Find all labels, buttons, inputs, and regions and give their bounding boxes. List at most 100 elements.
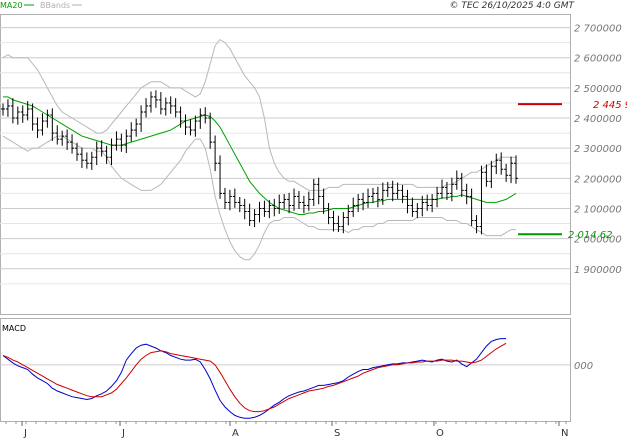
price-bar	[50, 108, 55, 141]
bollinger-bands	[2, 38, 516, 261]
price-bar	[494, 153, 499, 175]
price-bar	[267, 200, 272, 219]
price-bar	[311, 178, 316, 207]
price-bar	[395, 182, 400, 199]
price-bar	[430, 194, 435, 213]
month-tick-label: J	[121, 428, 125, 439]
price-bar	[252, 209, 257, 228]
price-bar	[282, 194, 287, 210]
month-tick-label: O	[436, 428, 444, 439]
price-panel-frame	[0, 14, 571, 315]
price-bar	[366, 188, 371, 208]
price-bar	[262, 200, 267, 217]
price-bar	[213, 135, 218, 172]
price-bar	[218, 155, 223, 199]
price-bar	[292, 188, 297, 211]
price-bar	[425, 194, 430, 211]
month-tick-label: N	[561, 428, 568, 439]
month-tick-label: J	[23, 428, 27, 439]
price-bar	[509, 156, 514, 184]
month-tick-label: S	[334, 428, 340, 439]
price-bar	[321, 188, 326, 214]
price-bar	[474, 215, 479, 234]
price-bar	[1, 103, 5, 116]
price-level-label: 2 445 9	[593, 100, 627, 111]
price-levels: 2 445 9 2 014 62	[518, 100, 627, 241]
price-bar	[104, 145, 109, 164]
price-bar	[35, 117, 40, 138]
price-bar	[504, 163, 509, 182]
price-level-label: 2 014 62	[568, 230, 613, 241]
price-bar	[188, 119, 193, 136]
price-bar	[356, 194, 361, 213]
price-bar	[129, 122, 134, 142]
price-bar	[405, 189, 410, 214]
macd-lines	[2, 338, 507, 419]
price-bar	[301, 195, 306, 214]
price-bar	[94, 141, 99, 166]
price-bar	[272, 198, 277, 217]
macd-axis: 000	[574, 361, 593, 372]
legend: MA20 BBands	[0, 1, 82, 10]
price-bar	[440, 179, 445, 199]
price-bar	[183, 114, 188, 135]
price-bar	[361, 192, 366, 211]
price-bar	[469, 188, 474, 226]
price-tick-label: 2 300000	[574, 144, 622, 155]
price-bar	[415, 203, 420, 219]
price-bar	[499, 152, 504, 175]
ma20-line	[3, 96, 517, 215]
price-bar	[331, 210, 336, 232]
price-bar	[410, 197, 415, 217]
price-tick-label: 2 100000	[574, 204, 622, 215]
price-bar	[489, 160, 494, 188]
price-bar	[114, 131, 119, 151]
price-bar	[40, 113, 45, 136]
price-bar	[193, 115, 198, 137]
price-bar	[242, 198, 247, 220]
price-bar	[514, 155, 518, 184]
price-bar	[30, 103, 35, 131]
price-bar	[454, 170, 459, 190]
price-bar	[306, 191, 311, 211]
price-bar	[227, 189, 232, 211]
price-bar	[420, 195, 425, 217]
price-bar	[336, 215, 341, 232]
price-bar	[287, 192, 292, 214]
price-bar	[79, 147, 84, 169]
price-bar	[168, 96, 173, 114]
price-bar	[257, 201, 262, 223]
price-bar	[158, 92, 163, 115]
price-bar	[45, 109, 50, 128]
price-bar	[119, 133, 124, 152]
price-bar	[60, 130, 65, 146]
price-bar	[25, 101, 30, 121]
price-bar	[153, 90, 158, 108]
legend-ma20-label: MA20	[0, 1, 23, 10]
price-bar	[5, 99, 10, 117]
price-tick-label: 2 600000	[574, 54, 622, 65]
price-bar	[10, 98, 15, 124]
price-bar	[444, 181, 449, 201]
price-bar	[247, 203, 252, 226]
legend-bbands-label: BBands	[40, 1, 70, 10]
price-bar	[208, 112, 213, 149]
price-bar	[70, 134, 75, 154]
main-price-panel: 2 700000 2 600000 2 500000 2 400000 2 300000…	[0, 14, 627, 315]
price-bar	[74, 142, 79, 161]
price-bar	[237, 197, 242, 213]
macd-signal-line	[2, 342, 507, 413]
ma20-path	[3, 96, 517, 215]
price-bar	[124, 129, 129, 153]
price-bar	[65, 129, 70, 150]
price-bar	[148, 91, 153, 113]
price-bar	[139, 105, 144, 132]
price-bar	[144, 98, 149, 118]
macd-label: MACD	[2, 324, 26, 333]
price-tick-label: 1 900000	[574, 265, 622, 276]
price-bar	[134, 118, 139, 137]
price-axis: 2 700000 2 600000 2 500000 2 400000 2 300000…	[574, 24, 622, 276]
